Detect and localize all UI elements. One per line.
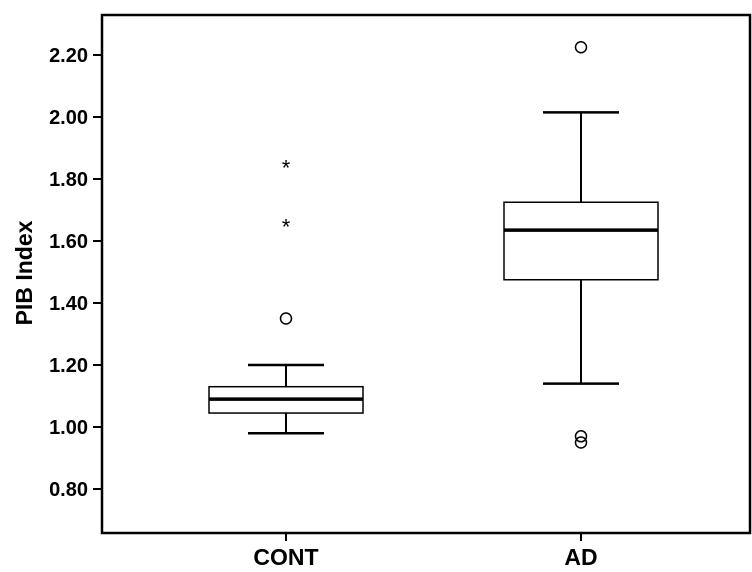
extreme-point: * [282, 156, 291, 181]
x-axis: CONT AD [253, 533, 598, 570]
y-axis: 0.80 1.00 1.20 1.40 1.60 1.80 2.00 2.20 [49, 45, 102, 501]
box-cont: ** [208, 156, 364, 435]
y-tick-label: 2.00 [49, 107, 88, 129]
outlier-point [574, 430, 588, 443]
box-ad [503, 41, 659, 449]
y-tick-label: 0.80 [49, 479, 88, 501]
x-category-label: AD [564, 544, 597, 570]
y-tick-label: 1.40 [49, 293, 88, 315]
iqr-box [503, 201, 659, 281]
y-tick-label: 1.20 [49, 355, 88, 377]
y-tick-label: 1.80 [49, 169, 88, 191]
y-tick-label: 2.20 [49, 45, 88, 67]
y-tick-label: 1.60 [49, 231, 88, 253]
outlier-point [574, 436, 588, 449]
y-tick-label: 1.00 [49, 417, 88, 439]
outlier-point [279, 312, 293, 325]
y-axis-title: PIB Index [11, 220, 37, 325]
box-series: ** [208, 41, 659, 449]
plot-frame [100, 13, 752, 535]
x-category-label: CONT [253, 544, 318, 570]
extreme-point: * [282, 215, 291, 240]
outlier-point [574, 41, 588, 54]
